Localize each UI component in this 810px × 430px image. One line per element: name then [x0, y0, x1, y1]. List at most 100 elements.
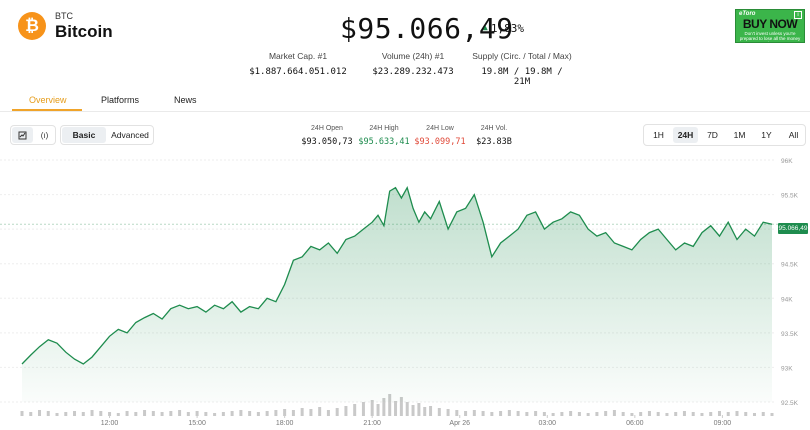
volume-bar: [621, 412, 625, 416]
h24-vol: 24H Vol. $23.83B: [466, 125, 522, 147]
volume-bar: [717, 411, 721, 416]
volume-bar: [248, 411, 252, 416]
market-cap-value: $1.887.664.051.012: [249, 67, 347, 77]
x-tick-label: 03:00: [539, 420, 557, 427]
price-chart[interactable]: 96K95.5K95K94.5K94K93.5K93K92.5K12:0015:…: [0, 150, 810, 430]
h24-open-label: 24H Open: [311, 125, 343, 132]
active-tab-indicator: [12, 109, 82, 111]
volume-bar: [134, 412, 138, 416]
y-tick-label: 94.5K: [781, 262, 799, 269]
basic-button[interactable]: Basic: [62, 127, 106, 143]
volume-bar: [455, 410, 459, 416]
volume-label: Volume (24h) #1: [381, 51, 445, 61]
volume-bar: [770, 413, 774, 416]
price-change-value: 1,83%: [490, 22, 524, 35]
ad-info-icon[interactable]: i: [794, 11, 802, 19]
volume-bar: [630, 413, 634, 416]
volume-bar: [344, 406, 348, 416]
volume-bar: [612, 410, 616, 416]
mode-toggle: Basic Advanced: [60, 125, 154, 145]
volume-bar: [160, 412, 164, 416]
supply-value: 19.8M / 19.8M / 21M: [481, 67, 563, 87]
current-price: $95.066,49: [340, 12, 514, 45]
x-tick-label: 15:00: [188, 420, 206, 427]
supply-label: Supply (Circ. / Total / Max): [472, 51, 572, 61]
volume-bar: [376, 404, 380, 416]
ad-disclaimer: Don't invest unless you're prepared to l…: [739, 31, 801, 42]
range-all-button[interactable]: All: [788, 130, 799, 140]
volume-bar: [595, 412, 599, 416]
range-1y-button[interactable]: 1Y: [761, 130, 772, 140]
volume-bar: [569, 411, 573, 416]
volume-bar: [204, 412, 208, 416]
range-1m-button[interactable]: 1M: [733, 130, 746, 140]
volume-bar: [186, 412, 190, 416]
volume-bar: [151, 411, 155, 416]
volume-bar: [411, 405, 415, 416]
volume-bar: [516, 411, 520, 416]
volume-bar: [499, 411, 503, 416]
signal-icon[interactable]: (ı): [40, 130, 49, 140]
advanced-button[interactable]: Advanced: [111, 130, 149, 140]
x-tick-label: Apr 26: [449, 420, 470, 427]
h24-low-label: 24H Low: [426, 125, 454, 132]
volume-bar: [752, 413, 756, 416]
volume-bar: [429, 406, 433, 416]
etoro-ad-banner[interactable]: eToro i BUY NOW Don't invest unless you'…: [735, 9, 805, 43]
volume-bar: [38, 410, 42, 416]
volume-bar: [143, 410, 147, 416]
volume-bar: [464, 411, 468, 416]
volume-bar: [265, 411, 269, 416]
volume-bar: [656, 412, 660, 416]
h24-open: 24H Open $93.050,73: [296, 125, 358, 147]
volume-bar: [300, 408, 304, 416]
volume-bar: [90, 410, 94, 416]
volume-bar: [744, 412, 748, 416]
volume-bar: [283, 409, 287, 416]
volume-bar: [709, 412, 713, 416]
ad-buy-now[interactable]: BUY NOW: [742, 17, 798, 31]
x-tick-label: 21:00: [363, 420, 381, 427]
x-tick-label: 12:00: [101, 420, 119, 427]
x-tick-label: 06:00: [626, 420, 644, 427]
volume-bar: [230, 411, 234, 416]
volume-bar: [761, 412, 765, 416]
volume-bar: [534, 411, 538, 416]
candlestick-icon[interactable]: [12, 127, 33, 143]
tab-overview[interactable]: Overview: [29, 95, 67, 105]
y-tick-label: 93K: [781, 365, 793, 372]
volume-bar: [274, 410, 278, 416]
volume-bar: [29, 412, 33, 416]
volume-bar: [647, 411, 651, 416]
range-1h-button[interactable]: 1H: [653, 130, 664, 140]
volume-bar: [309, 409, 313, 416]
h24-low: 24H Low $93.099,71: [409, 125, 471, 147]
volume-bar: [691, 412, 695, 416]
tab-news[interactable]: News: [174, 95, 197, 105]
y-tick-label: 96K: [781, 158, 793, 165]
volume-bar: [399, 397, 403, 416]
range-7d-button[interactable]: 7D: [707, 130, 718, 140]
range-24h-button[interactable]: 24H: [673, 127, 698, 143]
volume-bar: [700, 413, 704, 416]
x-tick-label: 09:00: [714, 420, 732, 427]
tab-platforms[interactable]: Platforms: [101, 95, 140, 105]
coin-name: Bitcoin: [55, 22, 113, 41]
volume-bar: [46, 411, 50, 416]
volume-bar: [256, 412, 260, 416]
h24-open-value: $93.050,73: [301, 137, 353, 147]
volume-bar: [394, 401, 398, 416]
volume-bar: [370, 400, 374, 416]
supply-stat: Supply (Circ. / Total / Max) 19.8M / 19.…: [472, 51, 572, 87]
volume-bar: [81, 412, 85, 416]
volume-bar: [178, 410, 182, 416]
volume-bar: [405, 402, 409, 416]
volume-bar: [20, 411, 24, 416]
volume-bar: [388, 394, 392, 416]
volume-bar: [639, 412, 643, 416]
bitcoin-logo-icon: ₿: [18, 12, 46, 40]
volume-bar: [551, 413, 555, 416]
price-line: [21, 186, 773, 365]
y-tick-label: 95.5K: [781, 193, 799, 200]
tabs-divider: [0, 111, 810, 112]
